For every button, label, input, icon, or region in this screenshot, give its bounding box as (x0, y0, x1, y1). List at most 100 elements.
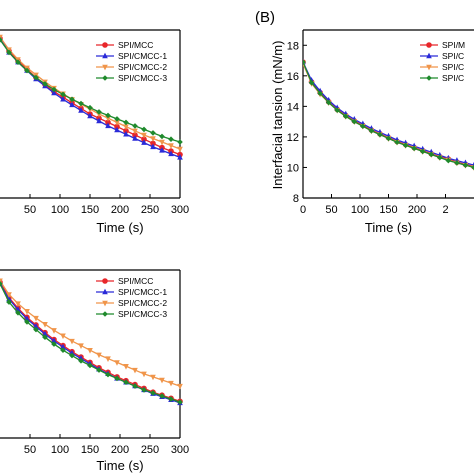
legend-marker (102, 42, 108, 48)
data-point (132, 128, 138, 135)
data-point (51, 328, 57, 334)
data-point (141, 371, 147, 378)
data-point (51, 89, 57, 96)
data-point (394, 139, 400, 146)
legend-label: SPI/C (442, 62, 464, 72)
data-point (78, 358, 84, 364)
data-point (159, 147, 165, 153)
data-point (51, 337, 57, 344)
data-point (150, 130, 156, 136)
data-point (69, 96, 75, 103)
data-point (351, 118, 358, 125)
data-point (15, 309, 21, 316)
legend-marker (102, 300, 108, 307)
x-axis-title: Time (s) (96, 220, 143, 235)
data-point (123, 130, 129, 137)
data-point (87, 347, 93, 354)
legend-marker (102, 64, 108, 71)
y-tick-label: 10 (287, 162, 299, 174)
x-tick-label: 50 (24, 204, 36, 216)
data-point (132, 135, 138, 141)
data-point (60, 343, 66, 350)
data-point (0, 280, 3, 287)
data-point (368, 128, 375, 134)
data-point (308, 79, 315, 86)
data-point (6, 49, 12, 56)
series-group (0, 278, 183, 406)
data-point (96, 352, 102, 359)
data-point (42, 330, 48, 337)
x-tick-label: 300 (171, 204, 189, 216)
data-point (141, 139, 147, 145)
legend-label: SPI/C (442, 51, 464, 61)
data-point (6, 292, 12, 298)
chart-panel-2: 0 50 100 150 200 2 8 10 12 14 16 18 Time (s) Interfac… (255, 9, 474, 235)
data-point (60, 333, 66, 340)
legend-label: SPI/CMCC-1 (118, 287, 167, 297)
data-point (114, 360, 120, 366)
x-tick-label: 50 (24, 444, 36, 456)
data-point (177, 154, 183, 160)
legend-marker (426, 64, 432, 71)
y-tick-label: 14 (287, 101, 299, 113)
legend-label: SPI/CMCC-2 (118, 62, 167, 72)
data-point (132, 367, 138, 374)
data-point (132, 132, 138, 138)
data-point (96, 109, 102, 115)
data-point (0, 37, 3, 43)
data-point (15, 59, 21, 65)
data-point (42, 322, 48, 328)
data-point (114, 123, 120, 130)
x-tick-label: 250 (141, 204, 159, 216)
data-point (123, 124, 129, 130)
legend-marker (102, 52, 108, 59)
data-point (150, 140, 156, 147)
x-tick-label: 100 (51, 444, 69, 456)
x-tick-label: 150 (81, 444, 99, 456)
data-point (402, 142, 409, 149)
data-point (150, 143, 156, 150)
data-point (123, 128, 129, 134)
data-point (168, 143, 174, 149)
legend-label: SPI/MCC (118, 40, 153, 50)
data-point (42, 81, 48, 87)
x-axis-title: Time (s) (96, 458, 143, 473)
data-point (168, 150, 174, 157)
data-point (51, 341, 57, 347)
data-point (33, 323, 39, 329)
data-point (132, 383, 138, 389)
data-point (385, 135, 392, 142)
legend-marker (102, 278, 108, 284)
data-point (105, 116, 111, 122)
data-point (177, 399, 183, 405)
x-tick-label: 50 (325, 204, 337, 216)
x-tick-label: 150 (379, 204, 397, 216)
data-point (87, 112, 93, 119)
panel-label: (B) (255, 9, 275, 26)
x-tick-label: 200 (408, 204, 426, 216)
x-tick-label: 300 (171, 444, 189, 456)
y-axis-title: Interfacial tansion (mN/m) (270, 41, 285, 190)
data-point (0, 278, 3, 285)
data-point (114, 126, 120, 133)
data-point (168, 396, 174, 402)
legend-marker (426, 75, 432, 81)
data-point (168, 380, 174, 387)
data-point (78, 343, 84, 349)
legend-marker (426, 52, 432, 59)
data-point (462, 162, 469, 168)
data-point (33, 74, 39, 81)
data-point (87, 104, 93, 111)
data-point (60, 95, 66, 102)
data-point (123, 119, 129, 126)
data-point (105, 371, 111, 378)
x-tick-label: 0 (300, 204, 306, 216)
data-point (105, 112, 111, 119)
data-point (78, 107, 84, 113)
x-axis-title: Time (s) (365, 220, 412, 235)
